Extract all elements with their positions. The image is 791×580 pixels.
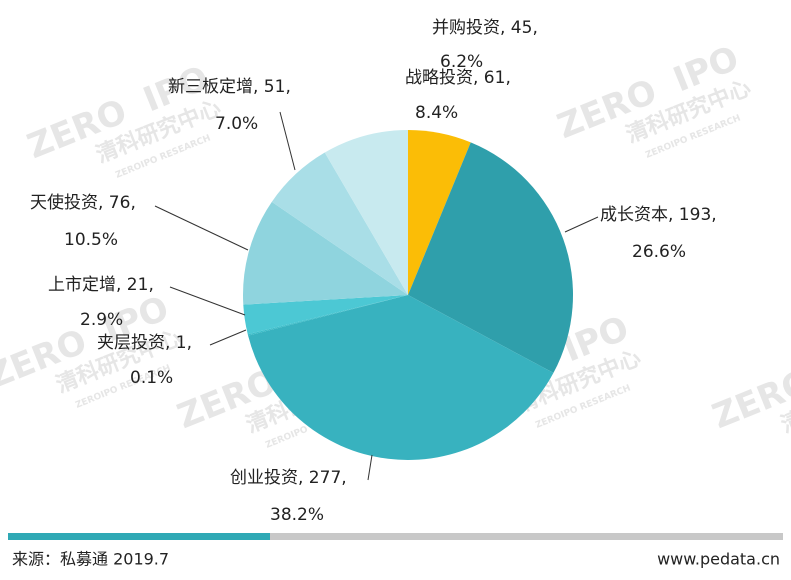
- slice: [408, 142, 573, 373]
- slice: [324, 130, 408, 295]
- source: 来源：私募通 2019.7: [12, 550, 169, 569]
- data-label: 成长资本, 193,: [600, 205, 717, 225]
- slice: [248, 295, 554, 460]
- data-label: 并购投资, 45,: [432, 18, 538, 38]
- data-label: 战略投资, 61,: [405, 68, 511, 88]
- percent-label: 0.1%: [130, 368, 173, 388]
- footer-bar: [270, 533, 783, 540]
- slice: [242, 201, 408, 305]
- data-label: 夹层投资, 1,: [97, 333, 192, 353]
- data-label: 创业投资, 277,: [230, 468, 347, 488]
- slice: [247, 295, 408, 336]
- percent-label: 10.5%: [64, 230, 118, 250]
- footer-bar: [8, 533, 270, 540]
- percent-label: 8.4%: [415, 103, 458, 123]
- percent-label: 7.0%: [215, 114, 258, 134]
- pie: [242, 130, 573, 460]
- site: www.pedata.cn: [657, 550, 780, 569]
- leader-line: [279, 111, 296, 171]
- percent-label: 38.2%: [270, 505, 324, 525]
- leader-line: [209, 329, 247, 346]
- data-label: 天使投资, 76,: [30, 192, 136, 213]
- leader-line: [564, 216, 599, 233]
- data-label: 新三板定增, 51,: [168, 77, 291, 97]
- percent-label: 2.9%: [80, 310, 123, 330]
- watermark-logo: ZERO: [707, 361, 791, 437]
- leader-line: [154, 205, 249, 251]
- slice: [408, 130, 471, 295]
- data-label: 上市定增, 21,: [48, 275, 154, 295]
- leader-line: [367, 454, 373, 481]
- leader-line: [169, 286, 246, 316]
- slice: [243, 295, 408, 335]
- percent-label: 6.2%: [440, 52, 483, 72]
- percent-label: 26.6%: [632, 242, 686, 262]
- slice: [271, 152, 408, 295]
